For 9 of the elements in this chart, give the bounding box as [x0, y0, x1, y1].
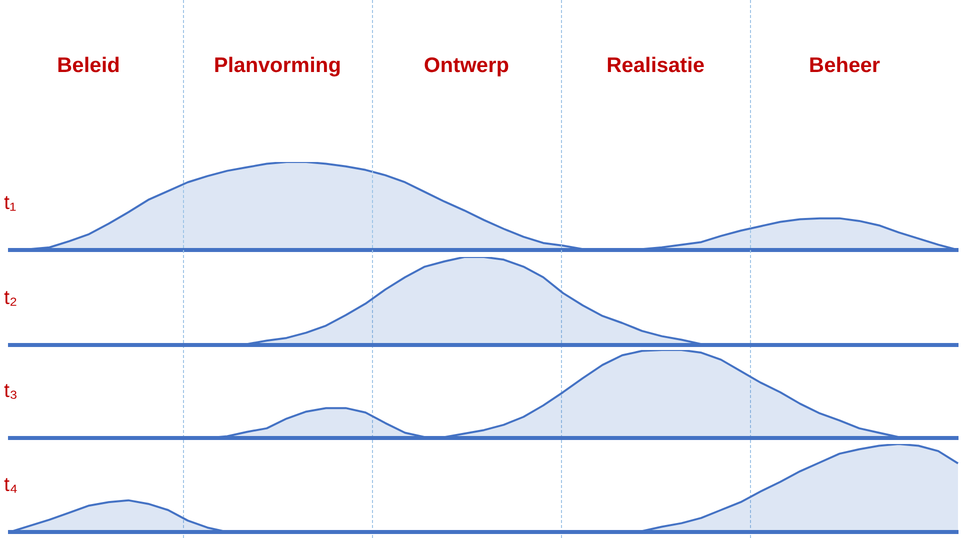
- text: t₂: [4, 287, 18, 310]
- series-label: t₁: [4, 192, 16, 215]
- text: Realisatie: [606, 54, 705, 78]
- text: Ontwerp: [424, 54, 510, 78]
- text: Planvorming: [214, 54, 342, 78]
- text: Beheer: [808, 54, 880, 78]
- text: Beleid: [56, 54, 120, 78]
- series-label: t₄: [4, 474, 18, 497]
- text: t₃: [4, 380, 18, 403]
